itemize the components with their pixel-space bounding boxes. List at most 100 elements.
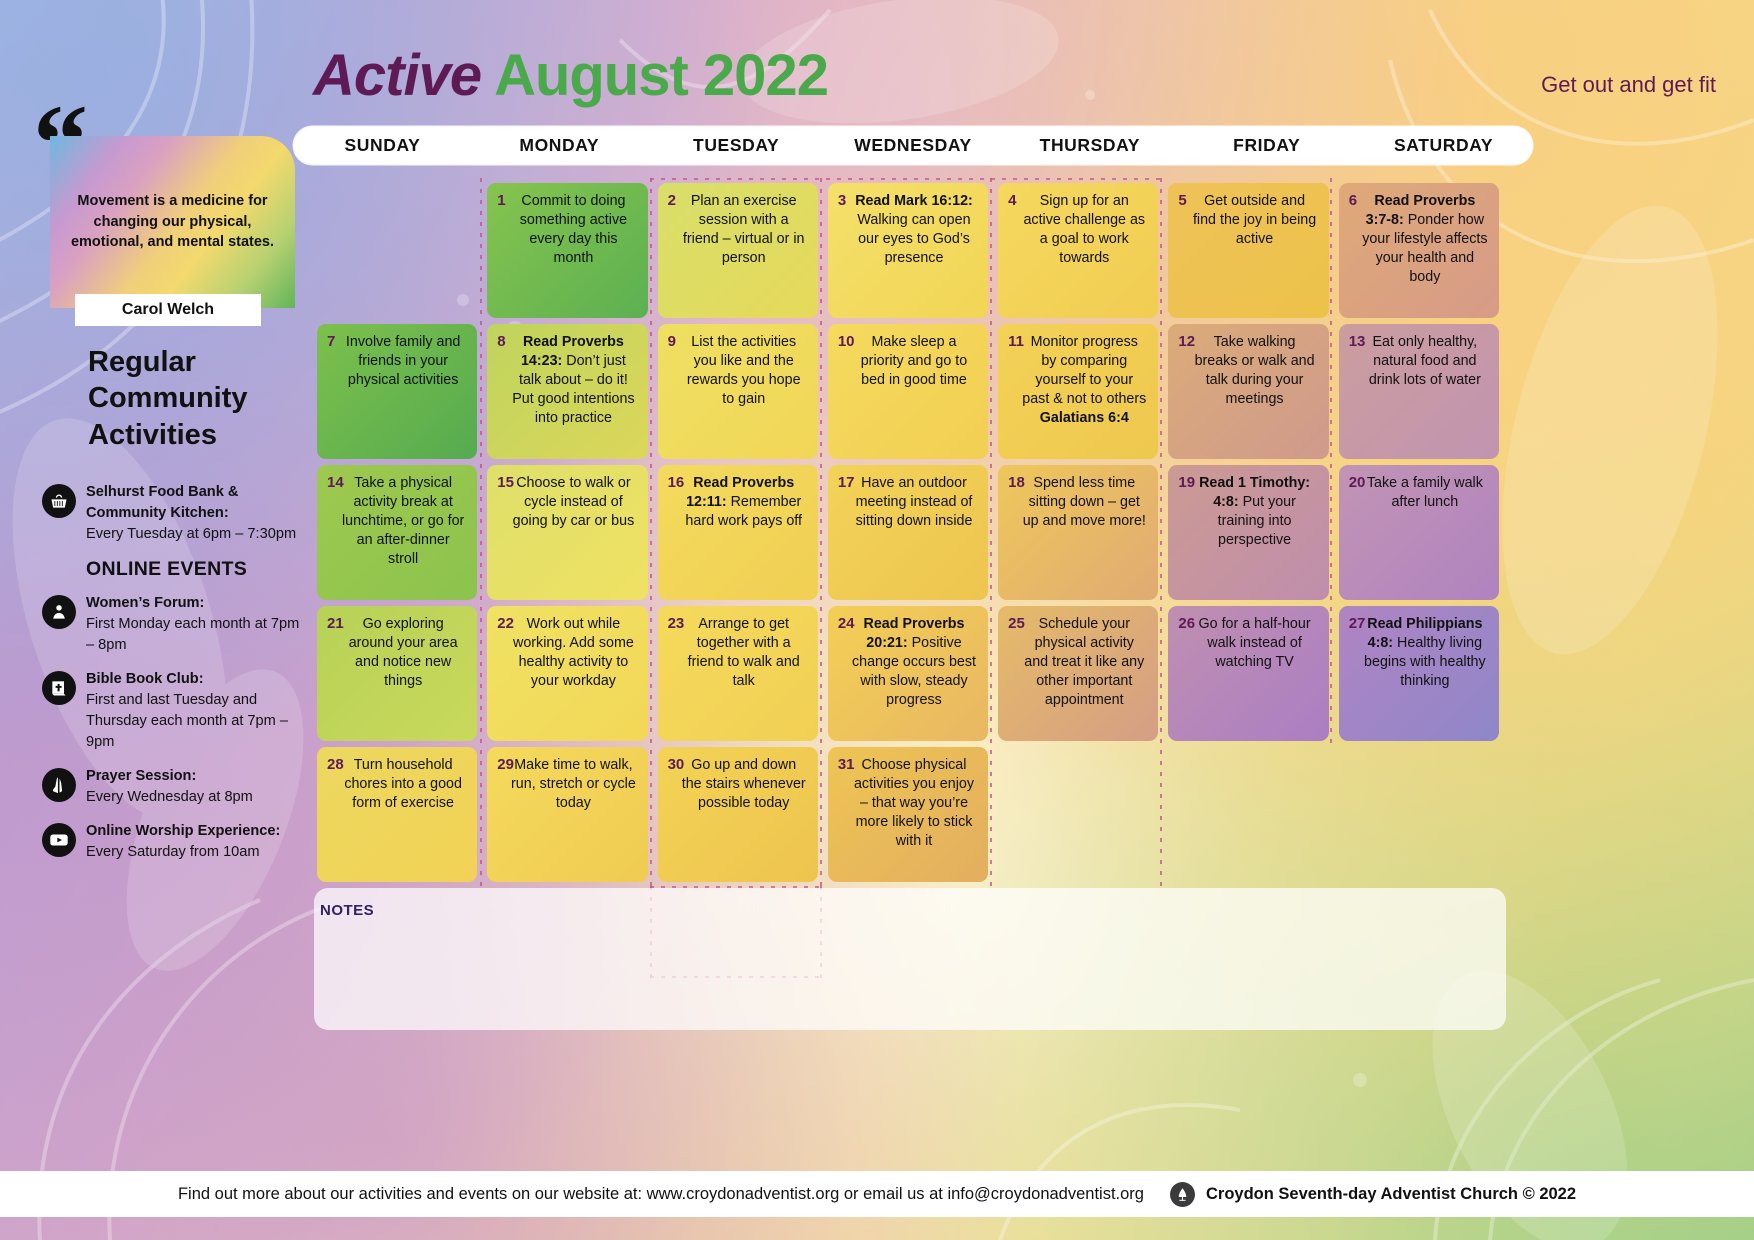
calendar-cell-wrap: 23 Arrange to get together with a friend … bbox=[653, 603, 823, 744]
calendar-cell-wrap: 28 Turn household chores into a good form… bbox=[312, 744, 482, 885]
calendar-day-cell[interactable]: 26 Go for a half-hour walk instead of wat… bbox=[1168, 606, 1329, 741]
calendar-day-body: Eat only healthy, natural food and drink… bbox=[1368, 334, 1481, 388]
calendar-day-cell[interactable]: 30 Go up and down the stairs whenever pos… bbox=[657, 747, 818, 882]
calendar-day-number: 16 bbox=[667, 474, 685, 491]
sidebar-event-body: Selhurst Food Bank & Community Kitchen: E… bbox=[86, 482, 310, 545]
calendar-day-body: Make sleep a priority and go to bed in g… bbox=[860, 334, 968, 388]
calendar-day-cell[interactable]: 2 Plan an exercise session with a friend … bbox=[657, 183, 818, 318]
calendar-day-number: 13 bbox=[1348, 333, 1366, 350]
calendar-day-text: Choose to walk or cycle instead of going… bbox=[496, 474, 638, 531]
calendar-cell-wrap bbox=[1334, 744, 1504, 885]
calendar-day-cell[interactable]: 12 Take walking breaks or walk and talk d… bbox=[1168, 324, 1329, 459]
calendar-cell-wrap: 18 Spend less time sitting down – get up … bbox=[993, 462, 1163, 603]
calendar-day-scripture: Read Proverbs 14:23: bbox=[520, 334, 624, 369]
calendar-cell-wrap: 15 Choose to walk or cycle instead of goi… bbox=[482, 462, 652, 603]
calendar-day-text: Read 1 Timothy: 4:8: Put your training i… bbox=[1177, 474, 1319, 550]
calendar-day-cell[interactable]: 13 Eat only healthy, natural food and dri… bbox=[1338, 324, 1499, 459]
calendar-day-number: 6 bbox=[1348, 192, 1358, 209]
calendar-day-cell[interactable]: 4 Sign up for an active challenge as a go… bbox=[998, 183, 1159, 318]
weekday-header-bar: SUNDAY MONDAY TUESDAY WEDNESDAY THURSDAY FRID… bbox=[294, 127, 1532, 164]
calendar-day-cell[interactable]: 23 Arrange to get together with a friend … bbox=[657, 606, 818, 741]
sidebar-event-detail: First Monday each month at 7pm – 8pm bbox=[86, 616, 300, 653]
calendar-day-number: 14 bbox=[327, 474, 344, 491]
calendar-cell-wrap: 3 Read Mark 16:12: Walking can open our e… bbox=[823, 180, 993, 321]
calendar-cell-wrap: 19 Read 1 Timothy: 4:8: Put your training… bbox=[1163, 462, 1333, 603]
calendar-day-cell[interactable]: 16 Read Proverbs 12:11: Remember hard wor… bbox=[657, 465, 818, 600]
sidebar-event-item: Online Worship Experience: Every Saturday… bbox=[42, 821, 310, 863]
calendar-day-cell[interactable]: 20 Take a family walk after lunch bbox=[1338, 465, 1499, 600]
calendar-cell-wrap: 2 Plan an exercise session with a friend … bbox=[653, 180, 823, 321]
calendar-day-number: 25 bbox=[1008, 615, 1025, 632]
notes-area[interactable] bbox=[314, 888, 1506, 1030]
calendar-day-cell[interactable]: 5 Get outside and find the joy in being a… bbox=[1168, 183, 1329, 318]
calendar-day-cell[interactable]: 29 Make time to walk, run, stretch or cyc… bbox=[487, 747, 648, 882]
calendar-cell-wrap: 31 Choose physical activities you enjoy –… bbox=[823, 744, 993, 885]
calendar-day-cell[interactable]: 15 Choose to walk or cycle instead of goi… bbox=[487, 465, 648, 600]
page-title: Active August 2022 bbox=[313, 42, 829, 109]
calendar-day-number: 11 bbox=[1008, 333, 1024, 350]
calendar-day-empty bbox=[998, 747, 1158, 882]
calendar-day-text: Read Proverbs 20:21: Positive change occ… bbox=[837, 615, 979, 710]
calendar-day-cell[interactable]: 31 Choose physical activities you enjoy –… bbox=[827, 747, 989, 882]
calendar-cell-wrap: 12 Take walking breaks or walk and talk d… bbox=[1163, 321, 1333, 462]
calendar-day-cell[interactable]: 8 Read Proverbs 14:23: Don’t just talk ab… bbox=[487, 324, 648, 459]
quote-card: Movement is a medicine for changing our … bbox=[50, 136, 295, 308]
calendar-day-body: Go exploring around your area and notice… bbox=[348, 616, 458, 689]
calendar-day-cell[interactable]: 22 Work out while working. Add some healt… bbox=[487, 606, 648, 741]
calendar-day-cell[interactable]: 7 Involve family and friends in your phys… bbox=[317, 324, 478, 459]
calendar-day-body: Schedule your physical activity and trea… bbox=[1024, 616, 1145, 708]
calendar-day-cell[interactable]: 11 Monitor progress by comparing yourself… bbox=[998, 324, 1159, 459]
calendar-day-body: Choose physical activities you enjoy – t… bbox=[853, 757, 974, 849]
calendar-day-body: Commit to doing something active every d… bbox=[519, 193, 628, 266]
calendar-day-cell[interactable]: 25 Schedule your physical activity and tr… bbox=[998, 606, 1159, 741]
calendar-day-number: 5 bbox=[1178, 192, 1187, 209]
calendar-day-cell[interactable]: 3 Read Mark 16:12: Walking can open our e… bbox=[827, 183, 989, 318]
footer-org: Croydon Seventh-day Adventist Church © 2… bbox=[1169, 1181, 1576, 1207]
calendar-day-number: 1 bbox=[497, 192, 506, 209]
calendar-day-body: Ponder how your lifestyle affects your h… bbox=[1362, 212, 1488, 285]
calendar-day-text: Arrange to get together with a friend to… bbox=[667, 615, 809, 691]
row-divider bbox=[650, 886, 824, 888]
calendar-day-cell[interactable]: 18 Spend less time sitting down – get up … bbox=[998, 465, 1159, 600]
calendar-day-cell[interactable]: 21 Go exploring around your area and noti… bbox=[317, 606, 478, 741]
calendar-day-cell[interactable]: 9 List the activities you like and the re… bbox=[657, 324, 818, 459]
praying-hands-icon bbox=[42, 768, 76, 802]
calendar-day-body: Take a family walk after lunch bbox=[1366, 475, 1483, 510]
calendar-day-number: 10 bbox=[837, 333, 855, 350]
tagline: Get out and get fit bbox=[1541, 72, 1716, 97]
sidebar-event-item: Prayer Session: Every Wednesday at 8pm bbox=[42, 766, 310, 808]
weekday-sunday: SUNDAY bbox=[344, 135, 421, 155]
calendar-day-text: Take walking breaks or walk and talk dur… bbox=[1177, 333, 1319, 409]
calendar-day-cell[interactable]: 1 Commit to doing something active every … bbox=[487, 183, 648, 318]
column-divider bbox=[650, 178, 652, 890]
column-divider bbox=[990, 178, 992, 890]
calendar-day-cell[interactable]: 24 Read Proverbs 20:21: Positive change o… bbox=[827, 606, 989, 741]
calendar-day-body: Turn household chores into a good form o… bbox=[344, 757, 462, 811]
calendar-cell-wrap: 26 Go for a half-hour walk instead of wat… bbox=[1163, 603, 1333, 744]
sidebar-event-title: Women’s Forum: bbox=[86, 595, 205, 611]
calendar-cell-wrap: 6 Read Proverbs 3:7-8: Ponder how your li… bbox=[1334, 180, 1504, 321]
calendar-day-body: Make time to walk, run, stretch or cycle… bbox=[511, 757, 636, 811]
calendar-day-cell[interactable]: 10 Make sleep a priority and go to bed in… bbox=[827, 324, 989, 459]
column-divider bbox=[820, 178, 822, 890]
calendar-day-text: Spend less time sitting down – get up an… bbox=[1007, 474, 1149, 531]
calendar-day-text: Take a physical activity break at luncht… bbox=[326, 474, 468, 569]
calendar-day-body: Involve family and friends in your physi… bbox=[345, 334, 461, 388]
calendar-cell-wrap: 13 Eat only healthy, natural food and dri… bbox=[1334, 321, 1504, 462]
calendar-day-cell[interactable]: 17 Have an outdoor meeting instead of sit… bbox=[827, 465, 989, 600]
calendar-day-cell[interactable]: 14 Take a physical activity break at lunc… bbox=[317, 465, 478, 600]
calendar-day-body: Healthy living begins with healthy think… bbox=[1364, 635, 1486, 689]
section-title: Regular Community Activities bbox=[88, 346, 248, 451]
calendar-day-cell[interactable]: 28 Turn household chores into a good form… bbox=[317, 747, 478, 882]
calendar-day-text: Go for a half-hour walk instead of watch… bbox=[1177, 615, 1319, 672]
calendar-day-cell[interactable]: 27 Read Philippians 4:8: Healthy living b… bbox=[1338, 606, 1499, 741]
calendar-day-text: Take a family walk after lunch bbox=[1348, 474, 1490, 512]
calendar-cell-wrap: 22 Work out while working. Add some healt… bbox=[482, 603, 652, 744]
calendar-day-text: Choose physical activities you enjoy – t… bbox=[837, 756, 979, 851]
calendar-day-number: 31 bbox=[837, 756, 855, 773]
calendar-day-cell[interactable]: 6 Read Proverbs 3:7-8: Ponder how your li… bbox=[1338, 183, 1499, 318]
calendar-day-cell[interactable]: 19 Read 1 Timothy: 4:8: Put your training… bbox=[1168, 465, 1329, 600]
sidebar-event-item: Women’s Forum: First Monday each month at… bbox=[42, 593, 310, 656]
calendar-day-body: Walking can open our eyes to God’s prese… bbox=[857, 212, 971, 266]
